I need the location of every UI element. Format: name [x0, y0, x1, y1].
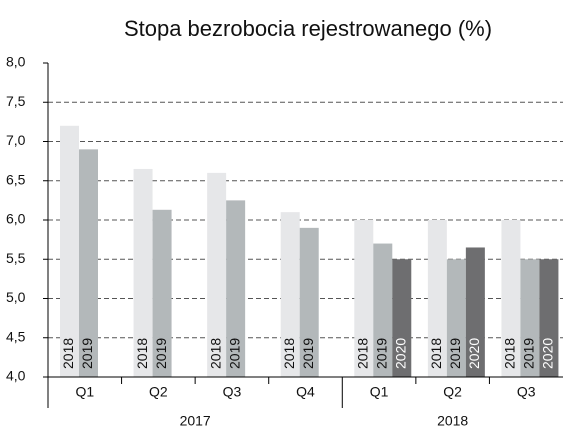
bar [354, 220, 374, 377]
bar-series-label: 2019 [521, 338, 537, 369]
bar-series-label: 2019 [226, 338, 242, 369]
y-tick-label: 8,0 [6, 54, 26, 70]
x-tick-label: Q3 [223, 384, 242, 400]
bar-series-label: 2019 [373, 338, 389, 369]
bar-series-label: 2019 [153, 338, 169, 369]
x-tick-label: Q2 [149, 384, 168, 400]
bar [392, 259, 412, 377]
x-tick-label: Q1 [75, 384, 94, 400]
bar-series-label: 2020 [392, 338, 408, 369]
bar [501, 220, 521, 377]
y-tick-label: 4,5 [6, 328, 26, 344]
bar-series-label: 2018 [502, 338, 518, 369]
bar-series-label: 2020 [466, 338, 482, 369]
x-tick-label: Q3 [517, 384, 536, 400]
bar [280, 212, 300, 377]
bar-series-label: 2019 [447, 338, 463, 369]
bar [226, 200, 246, 377]
y-tick-label: 5,5 [6, 250, 26, 266]
y-tick-label: 6,0 [6, 211, 26, 227]
y-tick-label: 7,0 [6, 132, 26, 148]
bar-series-label: 2018 [281, 338, 297, 369]
bar-series-label: 2020 [540, 338, 556, 369]
bar-series-label: 2018 [428, 338, 444, 369]
y-tick-label: 4,0 [6, 368, 26, 384]
bar-series-label: 2018 [60, 338, 76, 369]
bar [299, 227, 319, 377]
chart-title: Stopa bezrobocia rejestrowanego (%) [124, 16, 492, 41]
x-tick-label: Q4 [296, 384, 315, 400]
bar [427, 220, 447, 377]
bar [60, 125, 79, 377]
y-tick-label: 7,5 [6, 93, 26, 109]
group-label: 2017 [180, 413, 211, 429]
bar [152, 209, 172, 377]
bar [520, 259, 540, 377]
x-tick-label: Q1 [370, 384, 389, 400]
bar-series-label: 2019 [79, 338, 95, 369]
bar-series-label: 2018 [207, 338, 223, 369]
y-tick-label: 5,0 [6, 289, 26, 305]
bar-series-label: 2018 [354, 338, 370, 369]
group-label: 2018 [437, 413, 468, 429]
bar-series-label: 2018 [134, 338, 150, 369]
bar [207, 172, 227, 377]
bar [446, 259, 466, 377]
y-tick-label: 6,5 [6, 171, 26, 187]
bar-series-label: 2019 [300, 338, 316, 369]
bar [373, 243, 393, 377]
bar [133, 168, 153, 377]
bar [79, 149, 98, 377]
bar [539, 259, 559, 377]
x-tick-label: Q2 [443, 384, 462, 400]
bar [465, 247, 485, 377]
